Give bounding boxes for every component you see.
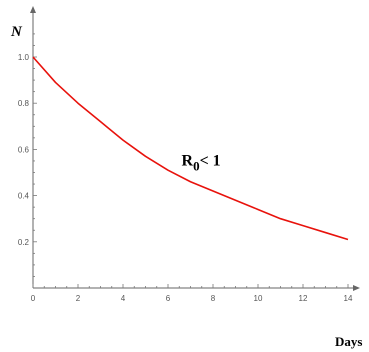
y-tick-label: 0.4: [18, 192, 30, 201]
y-axis-label: N: [10, 24, 23, 40]
x-tick-label: 2: [76, 294, 81, 303]
x-tick-label: 6: [166, 294, 171, 303]
x-tick-label: 4: [121, 294, 126, 303]
series-layer: [32, 56, 349, 241]
y-tick-label: 0.2: [18, 238, 30, 247]
y-tick-label: 1.0: [18, 53, 30, 62]
x-tick-label: 14: [344, 294, 353, 303]
y-tick-label: 0.8: [18, 99, 30, 108]
x-tick-label: 12: [299, 294, 308, 303]
r0-annotation-base: R: [182, 153, 194, 170]
x-tick-label: 0: [31, 294, 36, 303]
x-axis-label: Days: [335, 334, 362, 349]
y-axis-arrow: [30, 6, 36, 13]
x-tick-label: 8: [211, 294, 216, 303]
r0-annotation-tail: < 1: [200, 153, 221, 170]
axes: [30, 6, 360, 291]
ticks: 0 2 4 6 8 10 12 14 0.2 0.4 0.6 0.8 1.0: [18, 33, 353, 303]
r0-annotation-subscript: 0: [193, 159, 200, 174]
y-tick-label: 0.6: [18, 145, 30, 154]
series-line: [32, 56, 349, 241]
x-axis-arrow: [353, 285, 360, 291]
x-tick-label: 10: [254, 294, 263, 303]
r0-annotation: R0< 1: [182, 153, 221, 174]
